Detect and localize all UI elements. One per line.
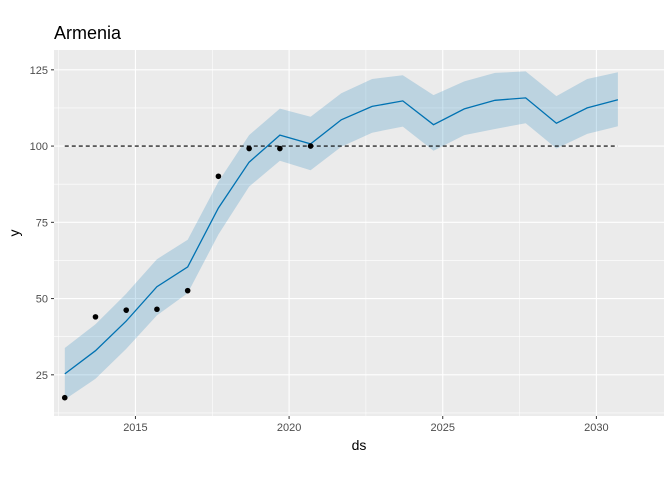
- y-tick-label: 75: [36, 217, 48, 229]
- observed-point: [154, 306, 160, 313]
- y-tick-label: 125: [30, 65, 48, 77]
- y-axis-title: y: [6, 230, 22, 237]
- axes: 25 50 75 100 125 2015 2020 2025 2030: [30, 65, 609, 434]
- chart-title: Armenia: [54, 23, 122, 43]
- observed-points: [61, 143, 314, 401]
- plot-panel: [54, 50, 664, 416]
- x-tick-label: 2025: [430, 422, 454, 434]
- grid-lines: [54, 50, 664, 416]
- interval-band: [64, 71, 618, 400]
- observed-point: [123, 307, 130, 313]
- x-tick-label: 2030: [584, 422, 608, 434]
- interval-band-group: [64, 71, 618, 400]
- forecast-line-group: [64, 97, 619, 375]
- x-tick-label: 2020: [277, 422, 301, 434]
- observed-point: [61, 394, 68, 401]
- x-axis-title: ds: [352, 437, 367, 453]
- forecast-line: [64, 97, 619, 375]
- observed-point: [184, 287, 191, 294]
- observed-point: [277, 145, 283, 152]
- observed-point: [307, 143, 314, 149]
- observed-point: [215, 173, 222, 180]
- y-tick-label: 25: [36, 370, 48, 382]
- observed-point: [92, 314, 99, 320]
- y-tick-label: 50: [36, 294, 48, 306]
- y-tick-label: 100: [30, 141, 48, 153]
- observed-point: [246, 145, 252, 152]
- x-tick-label: 2015: [123, 422, 147, 434]
